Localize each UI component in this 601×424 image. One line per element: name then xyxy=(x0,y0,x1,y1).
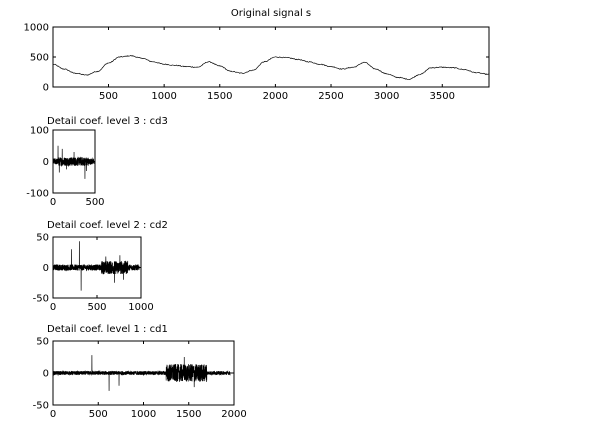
cd3-y-tick-label: 100 xyxy=(30,126,49,137)
detail-cd2-axes: Detail coef. level 2 : cd2 0 500 1000-5005… xyxy=(33,220,168,313)
cd2-x-tick-label: 1000 xyxy=(128,302,153,313)
detail-cd1-axes: Detail coef. level 1 : cd1 0 500 1000 1500 2… xyxy=(33,324,247,420)
cd2-x-tick-label: 500 xyxy=(87,302,106,313)
original-x-tick-label: 2500 xyxy=(318,91,343,102)
cd3-y-tick-label: 0 xyxy=(43,157,49,168)
cd2-y-tick-label: 50 xyxy=(36,233,49,244)
original-x-tick-label: 2000 xyxy=(263,91,288,102)
cd1-x-tick-label: 0 xyxy=(50,409,56,420)
cd2-series-line xyxy=(52,241,140,291)
original-signal-axes: Original signal s 500 1000 1500 2000 2500 300… xyxy=(24,8,490,102)
cd1-y-tick-label: 50 xyxy=(36,337,49,348)
detail-cd3-title: Detail coef. level 3 : cd3 xyxy=(47,116,168,127)
cd2-y-tick-label: 0 xyxy=(43,263,49,274)
cd1-y-tick-label: -50 xyxy=(33,401,49,412)
original-x-tick-label: 1500 xyxy=(207,91,232,102)
original-x-tick-label: 1000 xyxy=(151,91,176,102)
original-x-tick-label: 500 xyxy=(99,91,118,102)
cd3-x-tick-label: 500 xyxy=(85,197,104,208)
cd2-x-tick-label: 0 xyxy=(50,302,56,313)
original-y-tick-label: 1000 xyxy=(24,23,49,34)
original-axes-frame xyxy=(52,26,490,88)
original-signal-title: Original signal s xyxy=(231,8,311,19)
cd3-y-tick-label: -100 xyxy=(26,189,49,200)
cd1-y-tick-label: 0 xyxy=(43,369,49,380)
cd2-y-tick-label: -50 xyxy=(33,294,49,305)
cd3-series-line xyxy=(52,145,95,179)
detail-cd1-title: Detail coef. level 1 : cd1 xyxy=(47,324,168,335)
cd1-x-tick-label: 500 xyxy=(89,409,108,420)
cd1-x-tick-label: 1000 xyxy=(131,409,156,420)
cd1-x-tick-label: 1500 xyxy=(176,409,201,420)
original-x-tick-label: 3500 xyxy=(430,91,455,102)
detail-cd2-title: Detail coef. level 2 : cd2 xyxy=(47,220,168,231)
original-y-tick-label: 0 xyxy=(43,83,49,94)
cd1-x-tick-label: 2000 xyxy=(221,409,246,420)
original-series-line xyxy=(52,55,490,80)
cd1-series-line xyxy=(52,355,231,391)
original-y-tick-label: 500 xyxy=(30,53,49,64)
original-x-tick-label: 3000 xyxy=(374,91,399,102)
cd3-x-tick-label: 0 xyxy=(50,197,56,208)
